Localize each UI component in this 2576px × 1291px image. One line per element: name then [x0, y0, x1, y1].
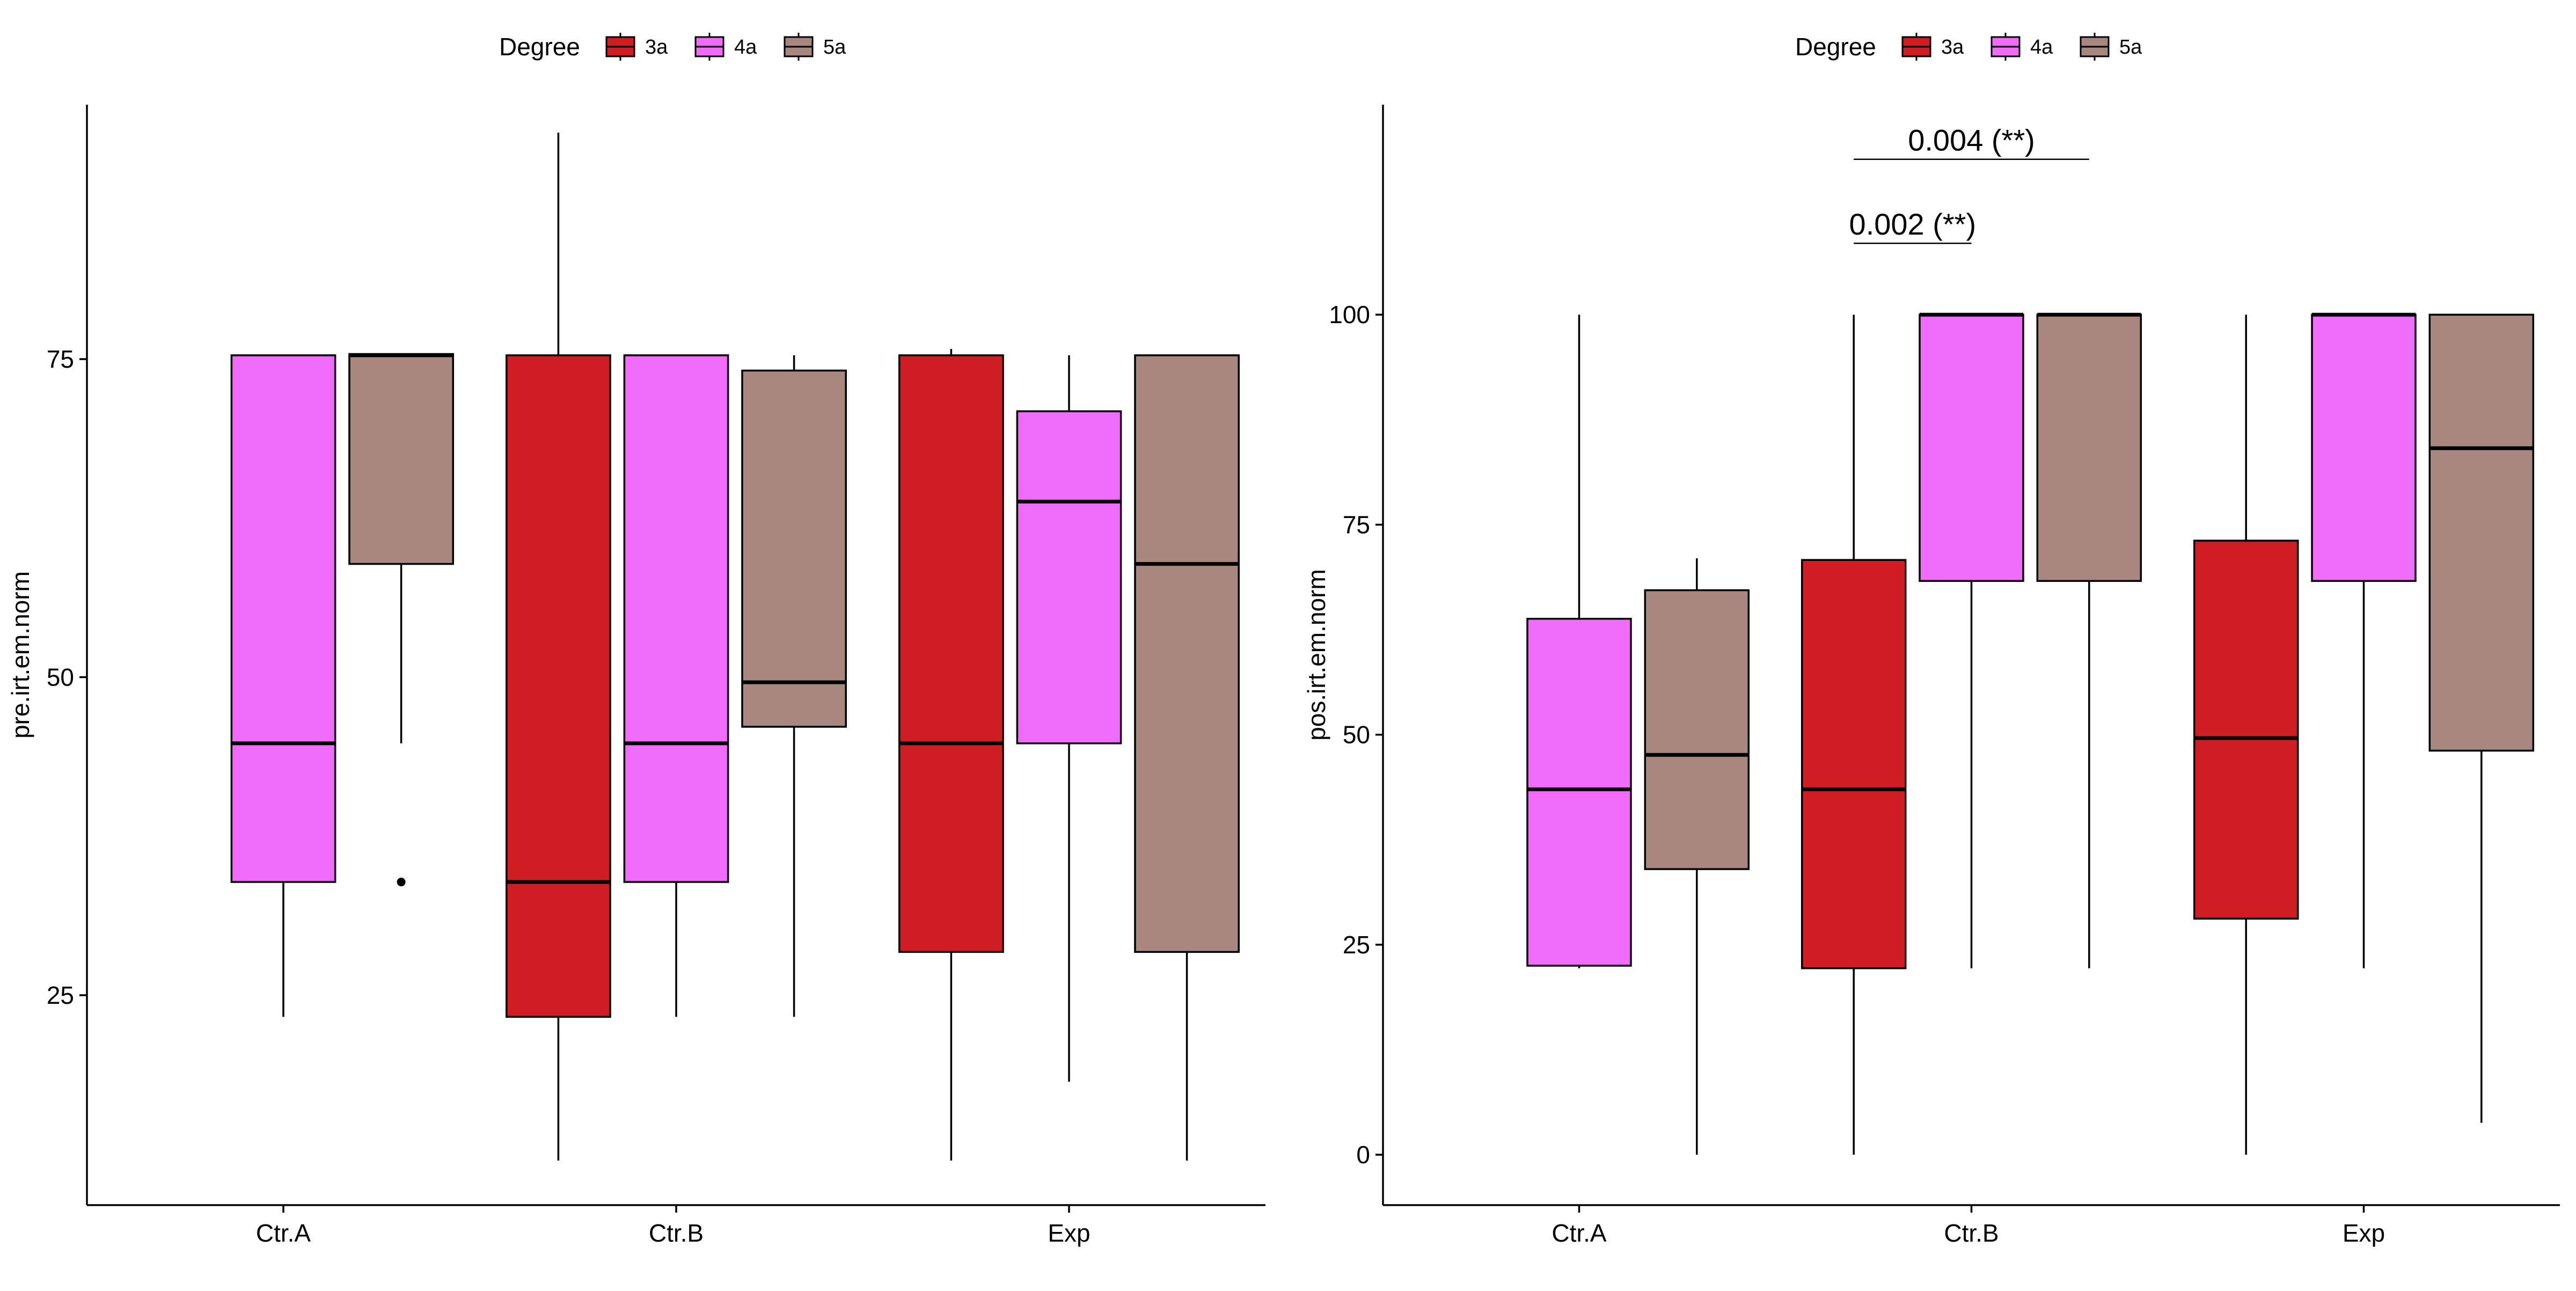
significance-label: 0.004 (**) — [1908, 123, 2035, 157]
box-4a-Ctr.B — [1919, 312, 2024, 968]
legend-item-4a: 4a — [1990, 33, 2053, 61]
box-4a-Ctr.B — [623, 354, 729, 1017]
box-iqr — [2036, 313, 2142, 582]
box-4a-Ctr.A — [230, 354, 336, 1017]
legend-label: 3a — [1941, 36, 1964, 59]
box-iqr — [1644, 589, 1750, 870]
legend-item-5a: 5a — [2080, 33, 2142, 61]
y-axis-title: pre.irt.em.norm — [6, 571, 34, 739]
y-tick-label: 0 — [1356, 1141, 1370, 1169]
box-iqr — [2193, 539, 2299, 920]
y-tick-label: 25 — [47, 981, 74, 1009]
legend-label: 5a — [823, 36, 846, 59]
legend-label: 4a — [734, 36, 757, 59]
x-tick-label: Ctr.A — [256, 1219, 311, 1247]
box-iqr — [348, 353, 454, 565]
legend-item-5a: 5a — [784, 33, 846, 61]
significance-annotation: 0.004 (**) — [1854, 123, 2089, 160]
box-iqr — [898, 354, 1004, 953]
box-5a-Ctr.B — [741, 355, 847, 1017]
box-3a-Ctr.B — [506, 133, 611, 1161]
box-iqr — [506, 354, 611, 1018]
box-5a-Exp — [2428, 313, 2535, 1123]
box-iqr — [1919, 313, 2024, 582]
legend-item-3a: 3a — [605, 33, 668, 61]
legend: Degree 3a 4a 5a — [1795, 33, 2142, 61]
x-tick-label: Exp — [1048, 1219, 1090, 1247]
panel-pre: 25 50 75 Ctr.A Ctr.B Exp pre.irt.em.norm Degree… — [6, 33, 1265, 1247]
box-3a-Exp — [898, 349, 1004, 1161]
x-tick-label: Exp — [2343, 1219, 2385, 1247]
legend-title: Degree — [1795, 33, 1876, 61]
panel-pos: 0 25 50 75 100 Ctr.A Ctr.B Exp pos.irt.em.norm 0.… — [1302, 33, 2560, 1247]
box-iqr — [1016, 410, 1122, 745]
legend-item-4a: 4a — [694, 33, 757, 61]
box-iqr — [1526, 617, 1632, 967]
box-5a-Ctr.A — [1644, 558, 1750, 1155]
x-tick-label: Ctr.B — [1944, 1219, 1999, 1247]
y-tick-label: 50 — [47, 663, 74, 691]
box-4a-Exp — [1016, 355, 1122, 1082]
legend-title: Degree — [499, 33, 580, 61]
significance-annotation: 0.002 (**) — [1849, 207, 1977, 244]
box-3a-Ctr.B — [1801, 315, 1907, 1155]
y-tick-label: 50 — [1343, 721, 1370, 749]
legend-label: 3a — [645, 36, 668, 59]
box-iqr — [623, 354, 729, 883]
significance-label: 0.002 (**) — [1849, 207, 1977, 241]
y-axis-title: pos.irt.em.norm — [1302, 569, 1330, 741]
box-5a-Ctr.B — [2036, 312, 2142, 968]
legend-label: 5a — [2119, 36, 2142, 59]
box-iqr — [741, 369, 847, 728]
legend-item-3a: 3a — [1901, 33, 1964, 61]
box-4a-Ctr.A — [1526, 315, 1632, 968]
box-4a-Exp — [2311, 312, 2417, 968]
y-tick-label: 25 — [1343, 931, 1370, 959]
outlier-point — [397, 878, 406, 887]
box-5a-Exp — [1134, 354, 1240, 1161]
y-tick-label: 75 — [47, 345, 74, 373]
y-tick-label: 100 — [1329, 301, 1370, 329]
legend-label: 4a — [2030, 36, 2053, 59]
x-tick-label: Ctr.B — [649, 1219, 704, 1247]
box-3a-Exp — [2193, 315, 2299, 1155]
box-iqr — [1134, 354, 1240, 953]
box-iqr — [2428, 313, 2535, 752]
y-tick-label: 75 — [1343, 510, 1370, 538]
box-iqr — [1801, 559, 1907, 969]
box-iqr — [2311, 313, 2417, 582]
box-iqr — [230, 354, 336, 883]
x-tick-label: Ctr.A — [1552, 1219, 1607, 1247]
box-5a-Ctr.A — [348, 353, 454, 887]
legend: Degree 3a 4a 5a — [499, 33, 846, 61]
